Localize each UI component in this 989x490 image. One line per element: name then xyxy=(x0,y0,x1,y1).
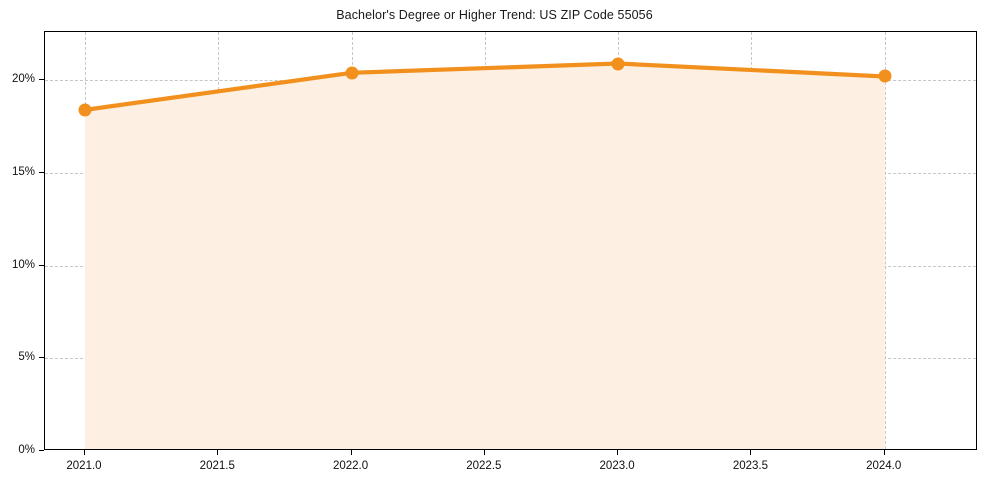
x-axis-tick-mark xyxy=(83,450,85,455)
x-axis-tick-mark xyxy=(617,450,619,455)
series-line-chart xyxy=(82,61,887,449)
y-axis-tick-label: 20% xyxy=(11,73,35,86)
plot-area xyxy=(44,31,977,450)
data-point-marker xyxy=(878,69,892,83)
y-axis-tick-label: 15% xyxy=(11,165,35,178)
data-point-marker xyxy=(345,66,359,80)
y-axis-tick-label: 10% xyxy=(11,258,35,271)
x-axis-tick-mark xyxy=(217,450,219,455)
y-axis-tick-label: 0% xyxy=(18,444,35,456)
y-axis-tick-mark xyxy=(39,79,44,81)
y-axis-tick-mark xyxy=(39,450,44,451)
gridline-vertical xyxy=(884,32,886,449)
series-area-fill xyxy=(84,63,885,449)
x-axis-tick-label: 2022.0 xyxy=(332,460,369,472)
x-axis-tick-label: 2021.0 xyxy=(66,460,102,472)
x-axis-tick-mark xyxy=(750,450,752,455)
x-axis-tick-label: 2023.5 xyxy=(732,460,768,472)
data-point-marker xyxy=(611,57,625,71)
y-axis-tick-mark xyxy=(39,264,44,266)
x-axis-tick-label: 2021.5 xyxy=(199,460,235,472)
data-point-marker xyxy=(78,103,92,117)
x-axis-tick-mark xyxy=(350,450,352,455)
y-axis-tick-label: 5% xyxy=(18,351,35,364)
y-axis-tick-mark xyxy=(39,171,44,173)
chart-title: Bachelor's Degree or Higher Trend: US ZI… xyxy=(336,8,653,22)
x-axis-tick-mark xyxy=(883,450,885,455)
x-axis-tick-mark xyxy=(483,450,485,455)
x-axis-tick-label: 2023.0 xyxy=(599,460,635,472)
x-axis-tick-label: 2022.5 xyxy=(466,460,502,472)
plot-inner xyxy=(45,32,976,449)
x-axis-tick-label: 2024.0 xyxy=(866,460,902,472)
series-line xyxy=(82,61,887,112)
y-axis-tick-mark xyxy=(39,357,44,359)
